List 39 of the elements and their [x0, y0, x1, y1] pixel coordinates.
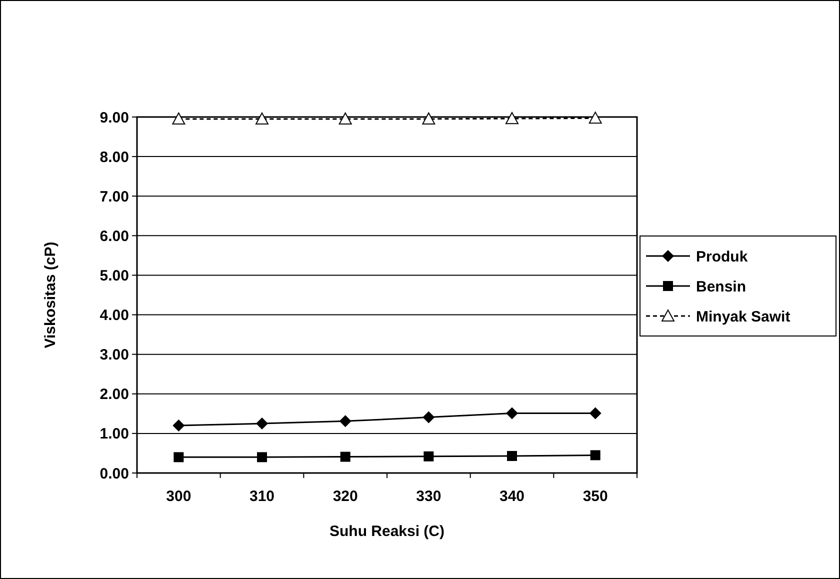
legend-label: Minyak Sawit	[696, 308, 790, 326]
point	[506, 112, 518, 124]
point	[257, 452, 267, 462]
x-axis-title: Suhu Reaksi (C)	[329, 523, 445, 540]
point	[507, 450, 517, 461]
point	[590, 450, 600, 460]
point	[506, 407, 518, 420]
y-tick-label: 6.00	[100, 228, 129, 245]
y-tick-label: 2.00	[100, 386, 129, 404]
y-tick-label: 1.00	[100, 426, 129, 443]
point	[338, 112, 352, 124]
legend-label: Bensin	[696, 278, 746, 296]
y-axis-title: Viskositas (cP)	[42, 242, 59, 348]
y-tick-label: 9.00	[100, 109, 129, 126]
x-tick-label: 340	[499, 488, 525, 505]
point	[588, 112, 602, 124]
x-tick-label: 320	[332, 488, 358, 505]
y-tick-label: 3.00	[100, 346, 129, 364]
point	[422, 411, 435, 424]
y-tick-label: 4.00	[100, 307, 129, 324]
point	[589, 407, 602, 420]
point	[172, 420, 185, 432]
point	[256, 112, 268, 124]
point	[422, 112, 436, 124]
x-tick-label: 300	[166, 488, 192, 505]
point	[174, 452, 184, 462]
y-tick-label: 5.00	[100, 267, 129, 284]
point	[256, 418, 268, 430]
y-tick-label: 0.00	[100, 465, 129, 482]
x-tick-label: 350	[582, 488, 608, 505]
x-tick-label: 330	[416, 488, 442, 505]
y-tick-label: 8.00	[100, 148, 129, 166]
point	[340, 452, 350, 462]
point	[424, 451, 434, 462]
x-tick-label: 310	[249, 488, 275, 505]
legend-label: Produk	[696, 248, 748, 266]
point	[339, 415, 352, 428]
point	[172, 112, 186, 124]
y-tick-label: 7.00	[100, 188, 129, 206]
